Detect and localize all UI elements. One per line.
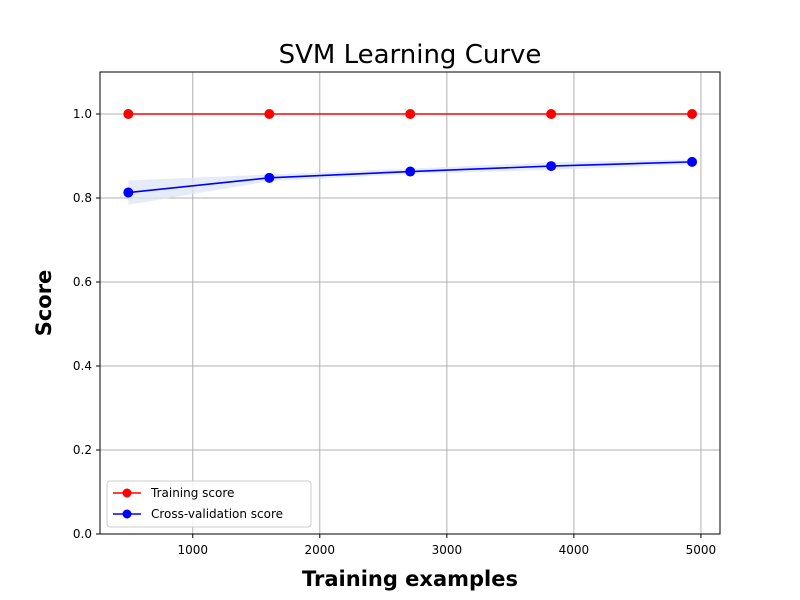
training-score-point (687, 109, 698, 119)
cross-validation-score-point (123, 187, 134, 198)
x-tick-label: 3000 (432, 543, 463, 557)
legend-label: Cross-validation score (151, 507, 283, 521)
series-markers (123, 109, 698, 198)
cross-validation-score-point (546, 161, 557, 172)
y-tick-label: 0.8 (73, 191, 92, 205)
legend-label: Training score (150, 486, 234, 500)
x-tick-label: 2000 (305, 543, 336, 557)
legend-box (106, 480, 312, 528)
legend-entries: Training score Cross-validation score (113, 486, 283, 521)
training-score-point (546, 109, 557, 119)
training-score-point (123, 109, 134, 119)
y-tick-label: 0.4 (73, 359, 92, 373)
training-score-point (264, 109, 275, 119)
x-axis-ticks: 1000 2000 3000 4000 5000 (177, 534, 716, 557)
y-axis-ticks: 0.0 0.2 0.4 0.6 0.8 1.0 (73, 107, 100, 541)
y-axis-label: Score (32, 270, 56, 337)
y-tick-label: 0.6 (73, 275, 92, 289)
cross-validation-score-point (264, 172, 275, 183)
y-tick-label: 0.0 (73, 527, 92, 541)
x-axis-label: Training examples (302, 567, 518, 591)
training-score-point (405, 109, 416, 119)
plot-frame (99, 71, 721, 535)
legend-swatch-marker (122, 488, 132, 498)
legend-swatch-marker (122, 509, 132, 519)
x-tick-label: 4000 (559, 543, 590, 557)
chart-title: SVM Learning Curve (279, 40, 542, 70)
y-tick-label: 1.0 (73, 107, 92, 121)
cross-validation-score-point (405, 166, 416, 177)
cross-validation-score-point (687, 156, 698, 167)
x-tick-label: 5000 (686, 543, 717, 557)
legend: Training score Cross-validation score (106, 480, 312, 528)
y-tick-label: 0.2 (73, 443, 92, 457)
x-tick-label: 1000 (177, 543, 208, 557)
